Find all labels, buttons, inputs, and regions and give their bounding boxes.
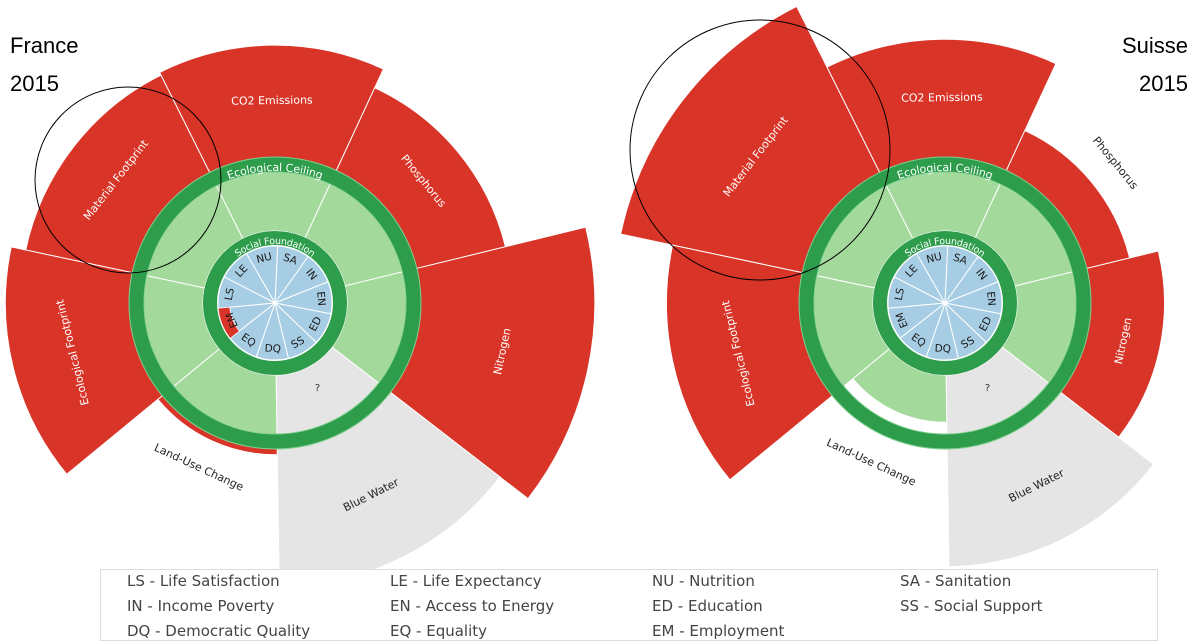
legend-item: DQ - Democratic Quality — [127, 622, 311, 640]
chart-subtitle: 2015 — [10, 71, 59, 96]
indicator-label: LS — [223, 287, 237, 302]
legend-item: SA - Sanitation — [900, 572, 1012, 590]
boundary-label: Land-Use Change — [152, 441, 246, 494]
annotation-circle — [34, 86, 222, 274]
ecological-ceiling-ring — [799, 157, 1091, 449]
indicator-label: DQ — [264, 343, 281, 356]
chart-subtitle: 2015 — [1139, 71, 1188, 96]
legend-item: SS - Social Support — [900, 597, 1043, 615]
indicator-label: SS — [289, 334, 307, 351]
indicator-label: EM — [224, 311, 241, 330]
ecological-ceiling-ring — [129, 157, 421, 449]
boundary-label: Land-Use Change — [825, 436, 919, 489]
ring-edge — [798, 156, 1092, 450]
indicator-label: NU — [255, 251, 273, 266]
legend-item: LE - Life Expectancy — [390, 572, 542, 590]
social-foundation-ring — [203, 231, 347, 375]
indicator-label: EN — [314, 291, 327, 307]
indicator-label: ED — [307, 315, 324, 334]
indicator-label: SS — [959, 334, 977, 351]
indicator-label: EM — [894, 311, 911, 330]
legend-item: EM - Employment — [652, 622, 785, 640]
indicator-label: SA — [281, 252, 299, 268]
indicator-label: LS — [893, 287, 907, 302]
indicator-label: ED — [977, 315, 994, 334]
foundation-wedge — [887, 302, 947, 339]
ring-edge — [813, 171, 1077, 435]
legend: LS - Life Satisfaction LE - Life Expectan… — [100, 569, 1158, 641]
annotation-circle — [629, 19, 891, 281]
chart-title: Suisse — [1122, 33, 1188, 58]
legend-item: ED - Education — [652, 597, 763, 615]
ring-edge — [128, 156, 422, 450]
unknown-label: ? — [315, 383, 320, 394]
chart-title: France — [10, 33, 78, 58]
indicator-label: NU — [925, 251, 943, 266]
legend-item: IN - Income Poverty — [127, 597, 275, 615]
indicator-label: EN — [984, 291, 997, 307]
boundary-label: Phosphorus — [1090, 134, 1141, 192]
unknown-label: ? — [985, 383, 990, 394]
legend-item: LS - Life Satisfaction — [127, 572, 280, 590]
ring-edge — [143, 171, 407, 435]
social-foundation-ring — [873, 231, 1017, 375]
shortfall-wedge — [217, 307, 240, 339]
legend-item: NU - Nutrition — [652, 572, 755, 590]
indicator-label: DQ — [934, 343, 951, 356]
legend-item: EN - Access to Energy — [390, 597, 555, 615]
indicator-label: SA — [951, 252, 969, 268]
boundary-label: CO2 Emissions — [231, 93, 313, 107]
legend-item: EQ - Equality — [390, 622, 488, 640]
boundary-label: CO2 Emissions — [901, 91, 983, 105]
